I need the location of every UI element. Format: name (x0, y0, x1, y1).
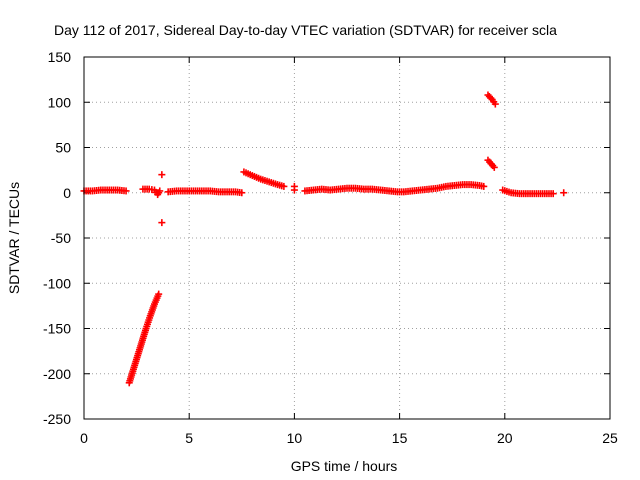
x-tick-label: 25 (602, 430, 618, 446)
data-point (549, 190, 557, 198)
x-tick-label: 20 (497, 430, 513, 446)
data-point (487, 94, 495, 102)
data-point (158, 171, 166, 179)
data-point (560, 189, 568, 197)
y-tick-label: -100 (43, 275, 71, 291)
data-point (480, 182, 488, 190)
y-tick-label: 50 (55, 140, 71, 156)
x-tick-label: 5 (185, 430, 193, 446)
data-points (80, 91, 568, 387)
data-point (156, 187, 164, 195)
data-point (122, 187, 130, 195)
y-axis-label: SDTVAR / TECUs (6, 182, 22, 294)
y-tick-label: 100 (48, 94, 72, 110)
data-point (280, 182, 288, 190)
data-point (158, 219, 166, 227)
y-tick-label: 0 (63, 185, 71, 201)
data-point (155, 290, 163, 298)
x-tick-label: 15 (392, 430, 408, 446)
data-point (490, 163, 498, 171)
y-tick-label: -150 (43, 321, 71, 337)
y-tick-label: 150 (48, 49, 72, 65)
x-axis-label: GPS time / hours (291, 458, 398, 474)
x-tick-label: 0 (80, 430, 88, 446)
y-tick-label: -50 (51, 230, 71, 246)
data-point (491, 100, 499, 108)
data-point (238, 189, 246, 197)
x-tick-label: 10 (287, 430, 303, 446)
grid-lines (84, 57, 610, 419)
y-tick-label: -200 (43, 366, 71, 382)
data-point (290, 182, 298, 190)
chart-title: Day 112 of 2017, Sidereal Day-to-day VTE… (54, 22, 557, 38)
y-tick-label: -250 (43, 411, 71, 427)
plot-frame (83, 56, 611, 420)
